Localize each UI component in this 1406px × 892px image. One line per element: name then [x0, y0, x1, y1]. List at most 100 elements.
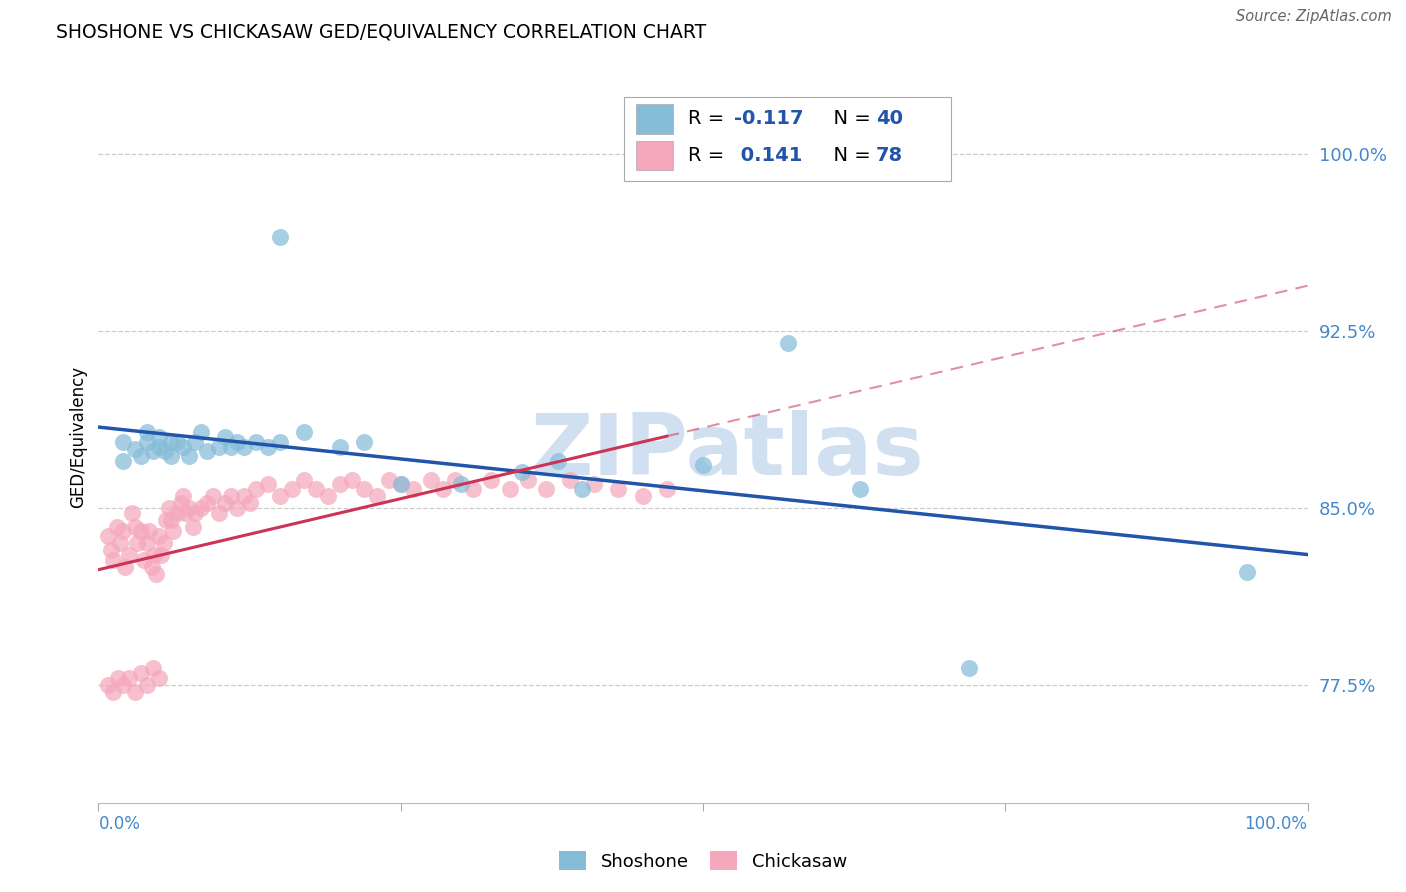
Point [166, 434, 188, 449]
Point [389, 477, 412, 491]
Point [432, 482, 454, 496]
Point [269, 489, 291, 503]
Text: 0.0%: 0.0% [98, 814, 141, 832]
FancyBboxPatch shape [637, 104, 672, 134]
Text: SHOSHONE VS CHICKASAW GED/EQUIVALENCY CORRELATION CHART: SHOSHONE VS CHICKASAW GED/EQUIVALENCY CO… [56, 22, 706, 41]
Point [190, 425, 212, 440]
Point [366, 489, 388, 503]
Point [190, 500, 212, 515]
Point [377, 473, 399, 487]
Point [142, 661, 165, 675]
Point [776, 335, 799, 350]
Point [631, 489, 654, 503]
Point [105, 520, 128, 534]
Point [353, 434, 375, 449]
Text: ZIPatlas: ZIPatlas [530, 410, 924, 493]
Point [157, 500, 180, 515]
Point [583, 477, 606, 491]
Text: R =: R = [689, 110, 731, 128]
FancyBboxPatch shape [624, 97, 950, 181]
Point [402, 482, 425, 496]
Point [256, 440, 278, 454]
Point [957, 661, 980, 675]
Point [124, 685, 146, 699]
Point [184, 506, 207, 520]
Point [208, 440, 231, 454]
Text: Source: ZipAtlas.com: Source: ZipAtlas.com [1236, 9, 1392, 24]
Point [245, 482, 267, 496]
Point [1236, 565, 1258, 579]
Point [134, 553, 156, 567]
Point [129, 449, 152, 463]
Point [153, 444, 176, 458]
Point [208, 506, 231, 520]
Point [292, 473, 315, 487]
Point [160, 513, 183, 527]
FancyBboxPatch shape [637, 141, 672, 170]
Point [118, 671, 141, 685]
Point [174, 506, 197, 520]
Point [329, 440, 352, 454]
Text: -0.117: -0.117 [734, 110, 804, 128]
Text: 100.0%: 100.0% [1244, 814, 1308, 832]
Point [226, 500, 249, 515]
Point [177, 449, 201, 463]
Point [111, 678, 134, 692]
Point [607, 482, 630, 496]
Point [142, 444, 165, 458]
Point [481, 473, 503, 487]
Point [849, 482, 872, 496]
Point [121, 506, 143, 520]
Point [135, 425, 157, 440]
Point [510, 466, 533, 480]
Point [114, 559, 136, 574]
Point [232, 489, 254, 503]
Point [316, 489, 339, 503]
Point [305, 482, 328, 496]
Point [118, 548, 141, 562]
Text: R =: R = [689, 146, 731, 165]
Point [152, 536, 174, 550]
Point [160, 449, 183, 463]
Point [172, 489, 194, 503]
Text: 40: 40 [876, 110, 903, 128]
Point [107, 671, 129, 685]
Point [214, 430, 236, 444]
Point [571, 482, 593, 496]
Point [172, 440, 194, 454]
Point [124, 520, 146, 534]
Point [148, 529, 170, 543]
Point [420, 473, 443, 487]
Point [655, 482, 678, 496]
Point [256, 477, 278, 491]
Point [498, 482, 520, 496]
Point [221, 489, 243, 503]
Point [162, 524, 184, 539]
Text: N =: N = [821, 110, 877, 128]
Point [155, 513, 177, 527]
Point [353, 482, 375, 496]
Point [111, 453, 134, 467]
Point [111, 434, 134, 449]
Point [202, 489, 225, 503]
Point [329, 477, 352, 491]
Text: N =: N = [821, 146, 877, 165]
Point [148, 671, 170, 685]
Point [97, 529, 120, 543]
Point [516, 473, 538, 487]
Text: 0.141: 0.141 [734, 146, 803, 165]
Point [97, 678, 120, 692]
Point [135, 678, 157, 692]
Point [135, 434, 157, 449]
Point [239, 496, 262, 510]
Point [138, 524, 160, 539]
Point [463, 482, 485, 496]
Point [160, 434, 183, 449]
Point [148, 430, 170, 444]
Point [558, 473, 581, 487]
Point [148, 440, 170, 454]
Point [547, 453, 569, 467]
Point [232, 440, 254, 454]
Point [150, 548, 173, 562]
Point [100, 543, 122, 558]
